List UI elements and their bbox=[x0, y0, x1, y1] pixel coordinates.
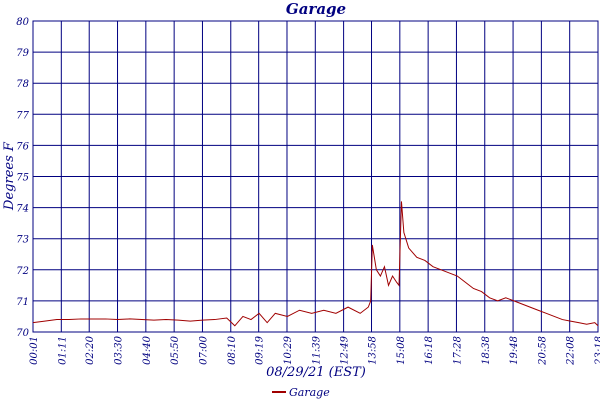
y-tick-label: 76 bbox=[16, 141, 29, 152]
x-tick-label: 09:19 bbox=[255, 335, 266, 364]
y-tick-label: 80 bbox=[16, 17, 29, 28]
y-tick-label: 77 bbox=[16, 110, 29, 121]
x-tick-label: 15:08 bbox=[396, 336, 407, 365]
chart-title: Garage bbox=[286, 0, 346, 18]
x-tick-label: 01:11 bbox=[57, 336, 68, 365]
x-tick-label: 17:28 bbox=[452, 336, 463, 365]
y-tick-label: 75 bbox=[16, 173, 29, 184]
legend-label: Garage bbox=[289, 386, 330, 399]
x-tick-label: 20:58 bbox=[537, 336, 548, 366]
x-tick-label: 23:18 bbox=[594, 336, 600, 366]
y-tick-label: 79 bbox=[16, 48, 29, 59]
x-tick-label: 12:49 bbox=[340, 335, 351, 364]
x-tick-label: 02:20 bbox=[85, 335, 96, 364]
x-tick-label: 22:08 bbox=[566, 336, 577, 366]
x-tick-label: 07:00 bbox=[198, 335, 209, 364]
x-tick-label: 03:30 bbox=[114, 335, 125, 364]
x-tick-label: 05:50 bbox=[170, 335, 181, 364]
x-tick-label: 19:48 bbox=[509, 336, 520, 365]
y-tick-label: 71 bbox=[16, 297, 29, 308]
x-tick-label: 08:10 bbox=[227, 335, 238, 364]
y-axis-label: Degrees F bbox=[2, 141, 17, 211]
x-tick-label: 13:58 bbox=[368, 336, 379, 365]
y-tick-label: 70 bbox=[16, 328, 29, 339]
x-axis-label: 08/29/21 (EST) bbox=[266, 365, 366, 380]
plot-frame bbox=[32, 20, 599, 333]
x-tick-label: 00:01 bbox=[29, 336, 40, 365]
y-tick-label: 73 bbox=[16, 235, 29, 246]
y-tick-label: 74 bbox=[16, 204, 29, 215]
x-tick-label: 04:40 bbox=[142, 335, 153, 364]
x-tick-label: 10:29 bbox=[283, 335, 294, 364]
y-tick-label: 72 bbox=[16, 266, 29, 277]
data-line bbox=[32, 201, 599, 327]
x-tick-label: 11:39 bbox=[311, 335, 322, 364]
x-tick-label: 16:18 bbox=[424, 336, 435, 365]
x-tick-label: 18:38 bbox=[481, 336, 492, 365]
y-tick-label: 78 bbox=[16, 79, 29, 90]
